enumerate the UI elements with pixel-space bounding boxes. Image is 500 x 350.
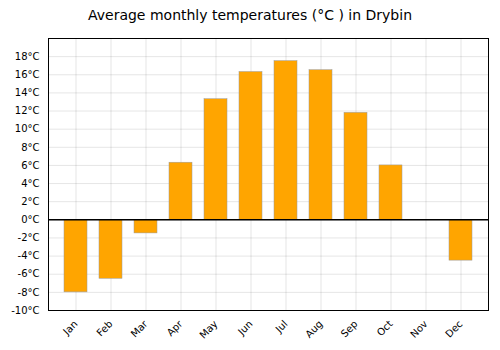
svg-text:Feb: Feb <box>94 318 114 338</box>
svg-text:Nov: Nov <box>408 318 430 340</box>
svg-text:4°C: 4°C <box>21 178 39 189</box>
html-text:Average monthly temperatures (: Average monthly temperatures (°C ) in Dr… <box>88 7 412 23</box>
svg-text:Aug: Aug <box>303 318 325 340</box>
svg-text:Apr: Apr <box>165 318 186 339</box>
svg-text:Mar: Mar <box>129 318 151 340</box>
svg-text:Oct: Oct <box>375 318 395 338</box>
svg-text:12°C: 12°C <box>15 105 40 116</box>
svg-text:-6°C: -6°C <box>18 268 40 279</box>
svg-text:-10°C: -10°C <box>11 305 39 316</box>
svg-text:10°C: 10°C <box>15 123 40 134</box>
svg-text:14°C: 14°C <box>15 87 40 98</box>
svg-text:Sep: Sep <box>339 318 360 339</box>
svg-text:Dec: Dec <box>443 318 464 339</box>
svg-text:May: May <box>197 318 219 340</box>
svg-text:8°C: 8°C <box>21 142 39 153</box>
svg-text:-2°C: -2°C <box>18 232 40 243</box>
svg-text:-8°C: -8°C <box>18 287 40 298</box>
svg-text:-4°C: -4°C <box>18 250 40 261</box>
svg-text:0°C: 0°C <box>21 214 39 225</box>
svg-text:Jun: Jun <box>235 318 255 338</box>
svg-text:18°C: 18°C <box>15 51 40 62</box>
svg-text:16°C: 16°C <box>15 69 40 80</box>
svg-text:6°C: 6°C <box>21 160 39 171</box>
svg-text:2°C: 2°C <box>21 196 39 207</box>
svg-text:Jul: Jul <box>273 318 290 335</box>
svg-text:Jan: Jan <box>60 318 79 337</box>
